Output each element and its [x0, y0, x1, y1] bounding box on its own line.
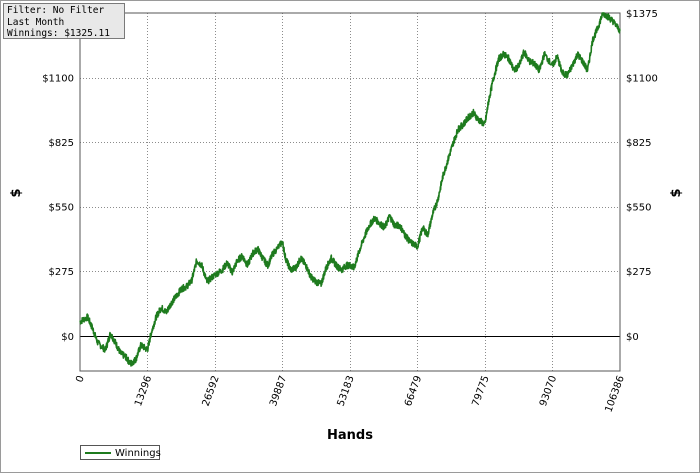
y-tick-label-right: $1375 — [626, 9, 658, 20]
x-axis-title: Hands — [327, 428, 373, 443]
y-axis-title-left: $ — [9, 188, 24, 197]
filter-label: Filter: No Filter — [7, 5, 121, 17]
y-tick-label-left: $550 — [49, 203, 74, 214]
x-tick-label: 79775 — [471, 374, 492, 408]
series-layer — [80, 13, 620, 366]
y-axis-right-ticks: $0 $275 $550 $825 $1100 $1375 — [626, 9, 658, 343]
y-axis-left-ticks: $0$275$550$825$1100$1375 — [42, 9, 74, 343]
x-tick-label: 26592 — [201, 374, 222, 408]
filter-info-box: Filter: No Filter Last Month Winnings: $… — [3, 3, 125, 39]
y-tick-label-left: $0 — [61, 332, 74, 343]
y-tick-label-right: $550 — [626, 203, 651, 214]
x-tick-label: 66479 — [403, 374, 424, 408]
legend-label: Winnings — [115, 446, 161, 461]
x-tick-label: 93070 — [538, 374, 559, 408]
y-axis-title-right: $ — [669, 188, 684, 197]
y-tick-label-right: $825 — [626, 138, 651, 149]
x-axis-ticks: 0 13296 26592 39887 53183 66479 79775 93070 1063… — [74, 374, 627, 414]
y-tick-label-right: $275 — [626, 267, 651, 278]
period-label: Last Month — [7, 17, 121, 29]
series-line-winnings — [80, 13, 620, 366]
y-tick-label-left: $1100 — [42, 74, 74, 85]
x-tick-label: 106386 — [603, 374, 626, 414]
y-tick-label-left: $275 — [49, 267, 74, 278]
y-tick-label-left: $825 — [49, 138, 74, 149]
x-tick-label: 53183 — [336, 374, 357, 408]
x-tick-label: 13296 — [133, 374, 154, 408]
y-tick-label-right: $1100 — [626, 74, 658, 85]
x-tick-label: 0 — [74, 374, 87, 384]
x-tick-label: 39887 — [268, 374, 289, 408]
winnings-total-label: Winnings: $1325.11 — [7, 28, 121, 40]
chart-legend: Winnings — [80, 445, 160, 460]
y-tick-label-right: $0 — [626, 332, 639, 343]
legend-swatch — [85, 452, 111, 454]
